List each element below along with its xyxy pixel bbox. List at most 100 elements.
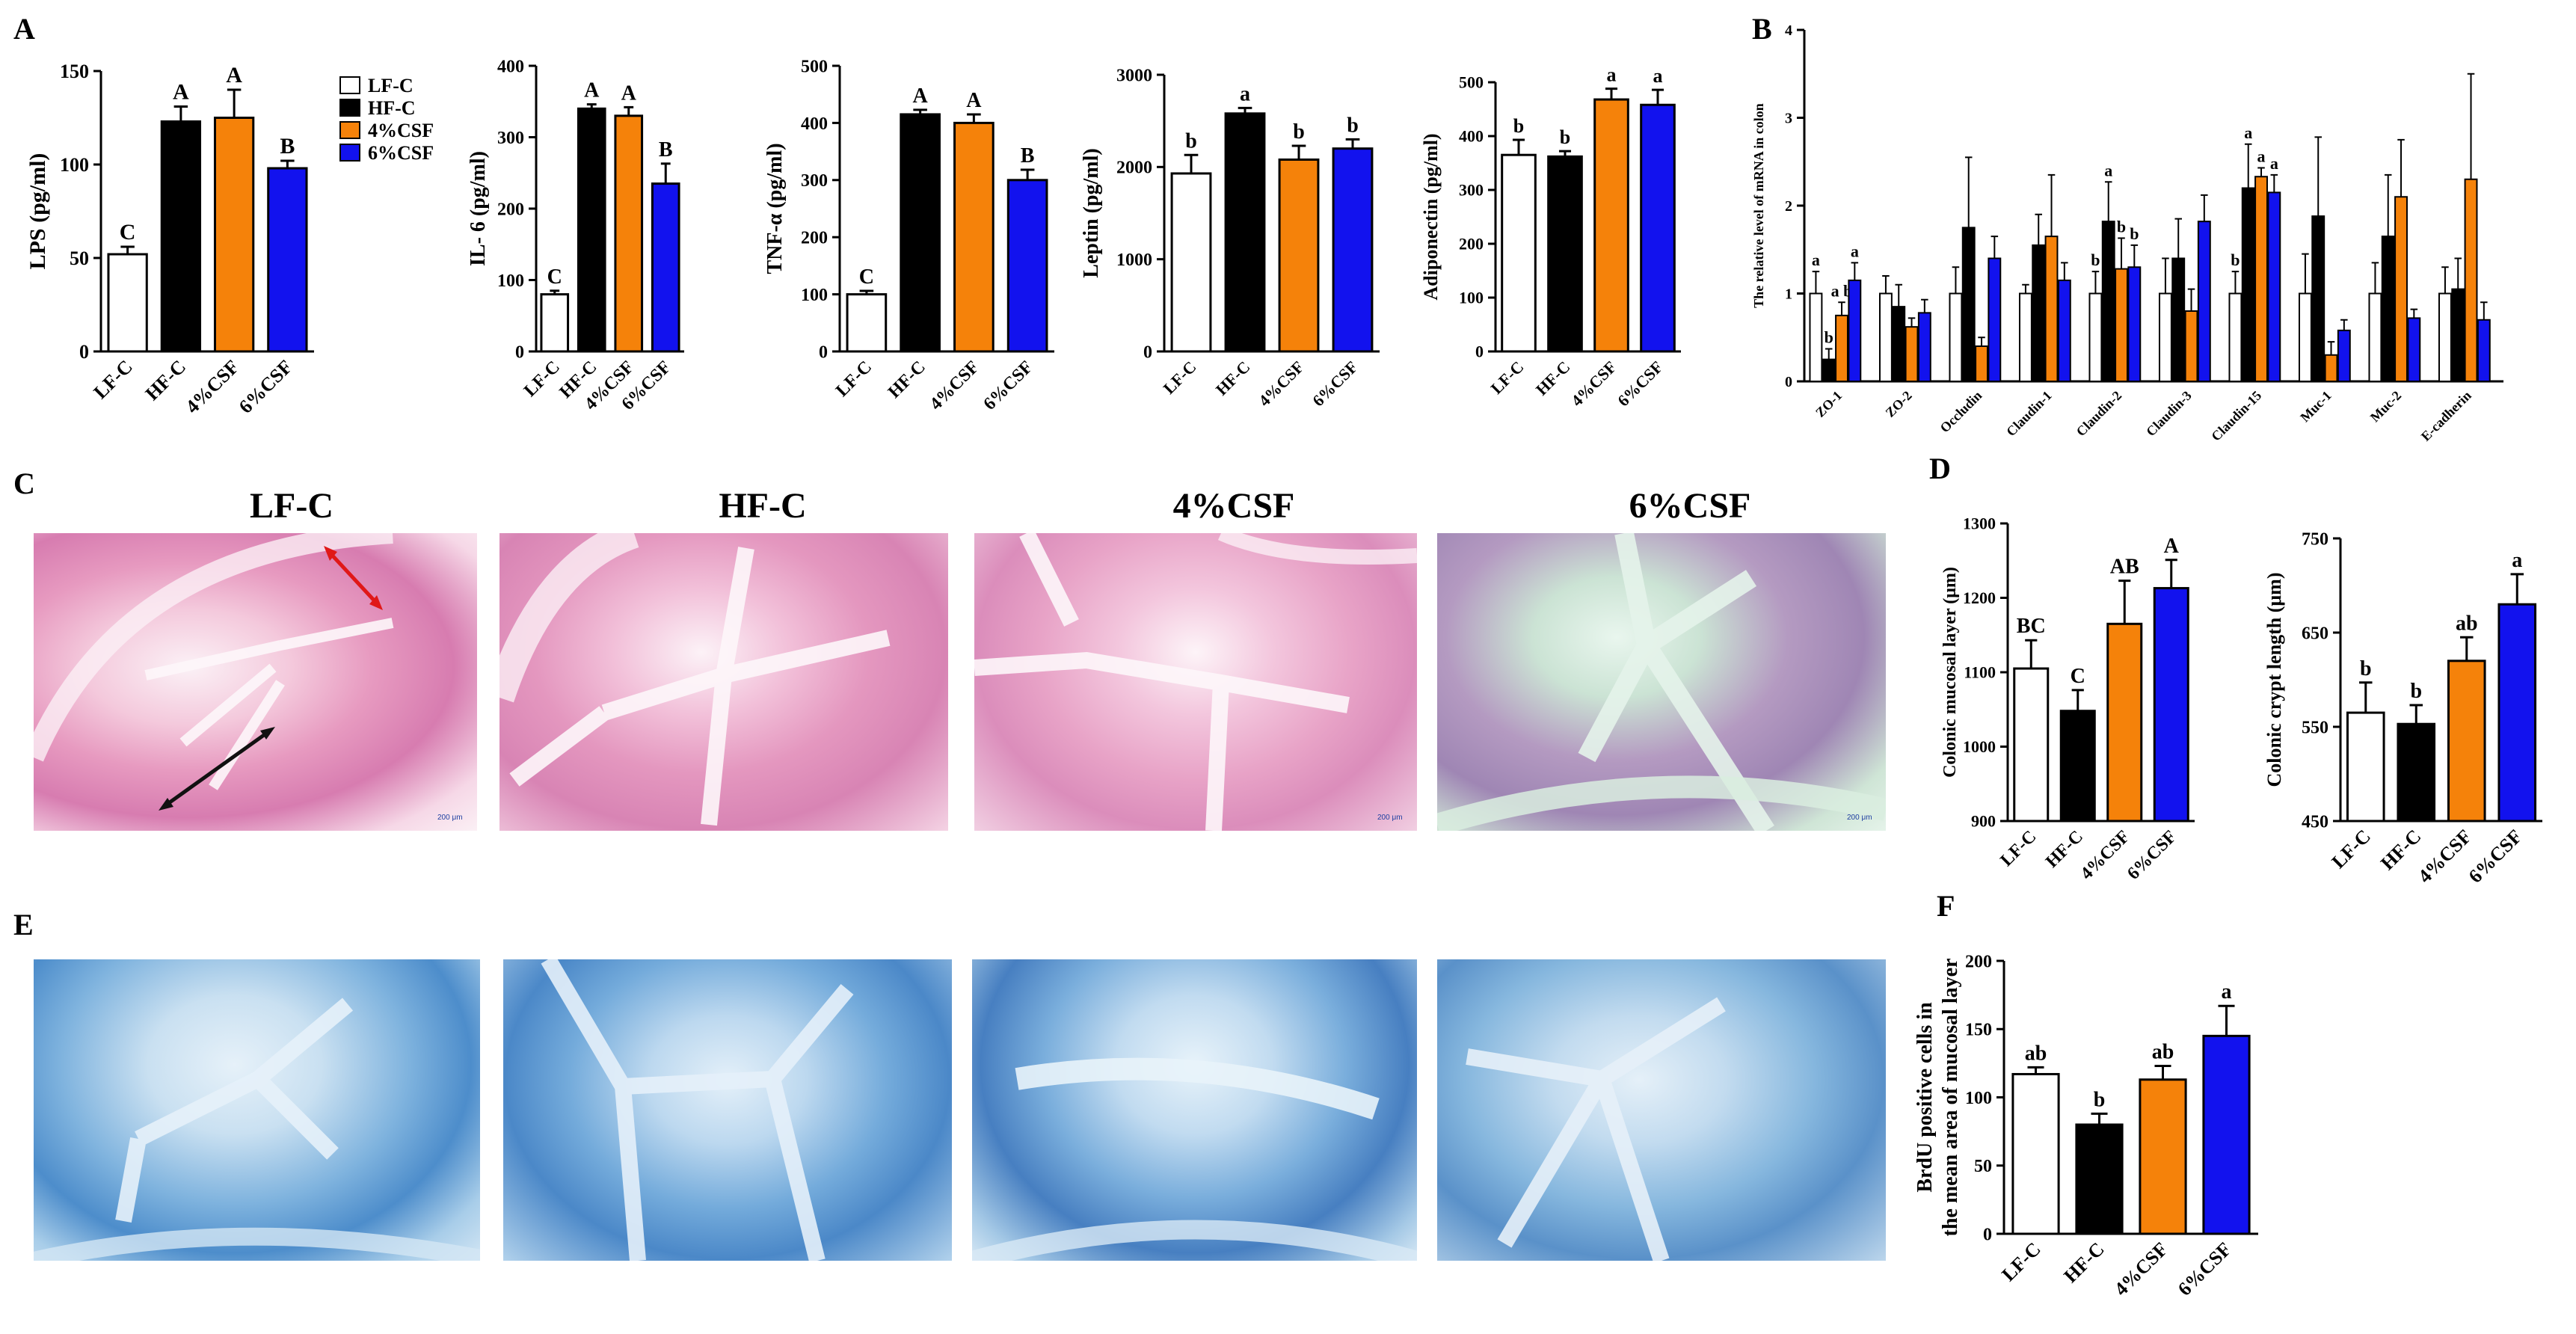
mrna-bar <box>2228 292 2243 382</box>
adiponectin-sig-letter: b <box>1513 115 1524 137</box>
mrna-category-label: Muc-1 <box>2297 388 2334 425</box>
mrna-bar <box>1961 227 1976 382</box>
il6-y-tick-label: 200 <box>497 200 524 219</box>
micrograph-title-hfc: HF-C <box>719 486 806 526</box>
scale-label-4csf: 200 μm <box>1377 814 1403 822</box>
crypt-y-tick-label: 650 <box>2302 624 2328 643</box>
tnf-y-tick-label: 400 <box>801 114 828 134</box>
lps-bar <box>267 167 308 353</box>
chart-brdu: 0 50 100 150 200 BrdU positive cells in the me… <box>1913 952 2258 1300</box>
he-micrograph-4csf-overlay <box>974 533 1417 831</box>
scale-label-lfc: 200 μm <box>437 814 463 822</box>
leptin-bar <box>1332 147 1374 353</box>
brdu-sig-letter: a <box>2222 980 2232 1003</box>
brdu-y-tick-label: 200 <box>1965 952 1992 971</box>
adiponectin-y-axis-label: Adiponectin (pg/ml) <box>1420 133 1442 300</box>
mrna-bar <box>2438 292 2452 382</box>
crypt-sig-letter: b <box>2360 657 2372 680</box>
black-arrowhead-bottom <box>159 798 173 811</box>
mrna-bar <box>2407 317 2421 382</box>
micrograph-title-4csf: 4%CSF <box>1173 486 1295 526</box>
crypt-sig-letter: b <box>2410 680 2422 703</box>
tnf-category-label: LF-C <box>832 357 876 401</box>
mrna-y-tick-label: 2 <box>1785 198 1792 215</box>
mrna-bar <box>2127 266 2142 382</box>
leptin-sig-letter: a <box>1240 82 1250 105</box>
leptin-sig-letter: b <box>1347 114 1359 137</box>
he-micrograph-hfc-overlay <box>499 533 891 826</box>
il6-bar <box>577 107 606 353</box>
crypt-category-label: LF-C <box>2328 826 2375 873</box>
legend-label-4csf: 4%CSF <box>368 120 434 141</box>
lps-sig-letter: A <box>173 80 189 105</box>
tnf-bar <box>900 113 941 353</box>
mrna-bar <box>2311 215 2326 382</box>
he-micrograph-lfc-overlay <box>34 533 394 811</box>
mrna-bar <box>2254 176 2268 382</box>
mrna-category-label: Claudin-3 <box>2143 388 2195 440</box>
adiponectin-y-tick-label: 100 <box>1459 289 1484 307</box>
lps-category-label: 4%CSF <box>182 356 244 418</box>
mrna-sig-letter: a <box>1812 250 1820 269</box>
mucosal-y-tick-label: 1300 <box>1963 514 1996 533</box>
brdu-category-label: HF-C <box>2059 1238 2108 1287</box>
tnf-category-label: 4%CSF <box>926 357 983 414</box>
leptin-category-label: 6%CSF <box>1309 357 1361 410</box>
adiponectin-y-tick-label: 300 <box>1459 181 1484 200</box>
brdu-y-tick-label: 50 <box>1974 1157 1992 1176</box>
crypt-category-label: 6%CSF <box>2465 826 2527 888</box>
adiponectin-category-label: LF-C <box>1487 357 1528 398</box>
mucosal-bar <box>2013 667 2050 823</box>
mrna-bar <box>1892 306 1906 382</box>
lps-y-tick-label: 50 <box>70 248 89 269</box>
brdu-category-label: 4%CSF <box>2110 1238 2172 1300</box>
mrna-bar <box>1878 292 1893 382</box>
mrna-bar <box>1905 326 1919 382</box>
mrna-sig-letter: b <box>2231 250 2240 269</box>
red-arrowhead-bottom <box>369 595 383 610</box>
il6-y-tick-label: 100 <box>497 271 524 291</box>
il6-category-label: LF-C <box>520 357 564 401</box>
adiponectin-category-label: 4%CSF <box>1567 357 1620 410</box>
leptin-category-label: LF-C <box>1160 357 1200 398</box>
mrna-bar <box>1917 312 1931 383</box>
brdu-bar <box>2075 1123 2124 1235</box>
ihc-micrograph-4csf <box>972 959 1417 1261</box>
crypt-bar <box>2447 660 2486 823</box>
mrna-bar <box>2184 310 2198 382</box>
mrna-bar <box>2464 178 2478 382</box>
lps-category-label: LF-C <box>89 356 136 403</box>
mrna-bar <box>2088 292 2103 382</box>
micrograph-title-6csf: 6%CSF <box>1629 486 1751 526</box>
legend-label-hfc: HF-C <box>368 97 416 119</box>
chart-adiponectin: 0 100 200 300 400 500 Adiponectin (pg/ml) b LF-C… <box>1420 64 1681 410</box>
adiponectin-sig-letter: b <box>1560 126 1570 148</box>
mucosal-sig-letter: BC <box>2017 615 2046 638</box>
mrna-bar <box>2477 319 2491 382</box>
lps-y-axis-label: LPS (pg/ml) <box>25 153 50 270</box>
brdu-sig-letter: b <box>2094 1088 2106 1111</box>
adiponectin-bar <box>1501 153 1537 353</box>
adiponectin-y-tick-label: 400 <box>1459 127 1484 146</box>
mucosal-category-label: HF-C <box>2042 827 2087 872</box>
panel-label-e: E <box>13 908 34 941</box>
tnf-bar <box>846 293 888 353</box>
tnf-category-label: 6%CSF <box>980 357 1036 414</box>
lps-category-label: 6%CSF <box>235 356 297 418</box>
mrna-bar <box>2394 196 2408 382</box>
adiponectin-bar <box>1593 98 1629 353</box>
mucosal-y-tick-label: 900 <box>1971 812 1996 831</box>
mrna-y-tick-label: 3 <box>1785 111 1792 127</box>
mrna-bar <box>2337 329 2351 383</box>
mrna-bar <box>2101 221 2115 382</box>
panel-label-f: F <box>1937 889 1955 923</box>
lps-y-tick-label: 100 <box>60 154 89 176</box>
ihc-micrograph-lfc <box>34 959 480 1261</box>
chart-lps: 0 50 100 150 LPS (pg/ml) C LF-C A HF-C A 4%CSF B 6%C… <box>25 61 314 418</box>
brdu-bar <box>2139 1078 2187 1235</box>
tnf-y-tick-label: 100 <box>801 286 828 305</box>
red-arrowhead-top <box>324 546 337 561</box>
tnf-category-label: HF-C <box>885 357 929 402</box>
crypt-bar <box>2397 722 2436 823</box>
